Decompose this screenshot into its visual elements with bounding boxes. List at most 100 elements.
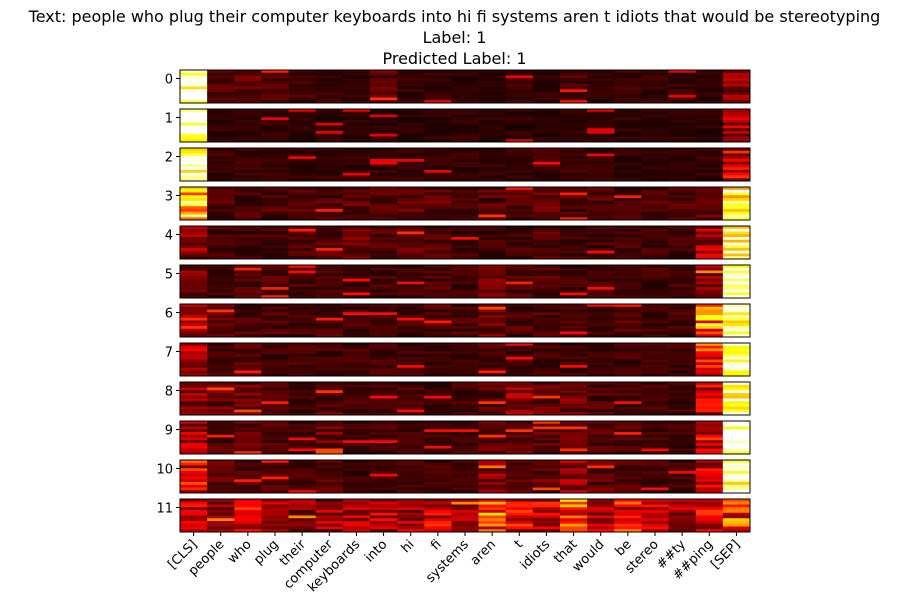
cell-3-##ping-10 [695, 214, 724, 218]
cell-1-their-11 [288, 139, 317, 143]
cell-9-fi-2 [424, 426, 452, 430]
cell-7-keyboards-9 [342, 367, 371, 371]
cell-10-aren-11 [478, 490, 507, 494]
cell-6-plug-2 [261, 309, 289, 313]
cell-10-plug-3 [261, 468, 289, 472]
cell-0-people-7 [207, 89, 235, 93]
cell-6-into-4 [370, 315, 398, 319]
cell-6-[SEP]-6 [722, 320, 751, 324]
cell-9-keyboards-0 [342, 421, 371, 425]
cell-5-[CLS]-7 [180, 284, 208, 288]
cell-9-[CLS]-10 [180, 448, 208, 452]
cell-9-plug-11 [261, 451, 289, 455]
cell-7-keyboards-0 [342, 343, 371, 347]
cell-2-who-10 [234, 175, 262, 179]
cell-10-systems-6 [451, 476, 479, 480]
cell-6-##ty-3 [668, 312, 697, 316]
cell-6-[SEP]-8 [722, 326, 751, 330]
cell-3-hi-9 [397, 211, 425, 215]
cell-10-their-2 [288, 465, 317, 469]
cell-2-computer-1 [315, 150, 344, 154]
cell-1-fi-11 [424, 139, 452, 143]
cell-6-stereo-2 [641, 309, 669, 313]
cell-9-computer-1 [315, 423, 344, 427]
cell-0-t-10 [505, 97, 534, 101]
cell-5-people-2 [207, 270, 235, 274]
cell-4-stereo-2 [641, 231, 669, 235]
cell-11-stereo-1 [641, 501, 669, 505]
cell-7-computer-6 [315, 359, 344, 363]
cell-0-computer-4 [315, 81, 344, 85]
cell-9-systems-3 [451, 429, 479, 433]
cell-0-their-3 [288, 78, 317, 82]
cell-2-stereo-5 [641, 161, 669, 165]
cell-1-stereo-4 [641, 120, 669, 124]
cell-0-##ty-3 [668, 78, 697, 82]
cell-8-[SEP]-10 [722, 409, 751, 413]
cell-3-t-11 [505, 217, 534, 221]
cell-6-be-7 [614, 323, 642, 327]
cell-4-aren-4 [478, 237, 507, 241]
cell-8-would-8 [587, 404, 615, 408]
cell-6-systems-4 [451, 315, 479, 319]
cell-8-computer-6 [315, 398, 344, 402]
cell-7-that-3 [560, 351, 588, 355]
cell-7-who-9 [234, 367, 262, 371]
cell-0-keyboards-10 [342, 97, 371, 101]
cell-9-[SEP]-2 [722, 426, 751, 430]
cell-11-hi-11 [397, 529, 425, 533]
cell-11-be-7 [614, 518, 642, 522]
cell-2-##ping-8 [695, 170, 724, 174]
cell-4-that-9 [560, 250, 588, 254]
cell-4-stereo-4 [641, 237, 669, 241]
cell-4-their-7 [288, 245, 317, 249]
cell-2-would-9 [587, 172, 615, 176]
cell-5-keyboards-7 [342, 284, 371, 288]
cell-8-plug-7 [261, 401, 289, 405]
cell-10-stereo-3 [641, 468, 669, 472]
cell-3-computer-1 [315, 189, 344, 193]
cell-1-hi-5 [397, 122, 425, 126]
cell-1-be-10 [614, 136, 642, 140]
cell-1-##ping-5 [695, 122, 724, 126]
cell-9-aren-10 [478, 448, 507, 452]
cell-6-would-8 [587, 326, 615, 330]
cell-9-stereo-0 [641, 421, 669, 425]
cell-1-fi-8 [424, 131, 452, 135]
cell-5-that-3 [560, 273, 588, 277]
cell-1-their-0 [288, 109, 317, 113]
cell-11-that-10 [560, 526, 588, 530]
cell-2-into-11 [370, 178, 398, 182]
cell-3-##ping-6 [695, 203, 724, 207]
cell-8-their-1 [288, 384, 317, 388]
cell-10-##ty-5 [668, 473, 697, 477]
cell-1-plug-2 [261, 114, 289, 118]
x-tick-label-12: t [512, 537, 526, 551]
cell-7-##ping-4 [695, 354, 724, 358]
cell-10-t-1 [505, 462, 534, 466]
cell-4-who-6 [234, 242, 262, 246]
cell-4-##ping-5 [695, 239, 724, 243]
cell-2-plug-0 [261, 148, 289, 152]
cell-7-fi-5 [424, 356, 452, 360]
cell-3-##ping-9 [695, 211, 724, 215]
cell-0-be-11 [614, 100, 642, 104]
cell-10-their-11 [288, 490, 317, 494]
cell-6-who-2 [234, 309, 262, 313]
cell-10-[CLS]-7 [180, 479, 208, 483]
cell-0-into-2 [370, 75, 398, 79]
cell-0-would-10 [587, 97, 615, 101]
cell-10-into-7 [370, 479, 398, 483]
cell-10-would-9 [587, 484, 615, 488]
cell-3-##ping-7 [695, 206, 724, 210]
cell-4-fi-10 [424, 253, 452, 257]
cell-6-who-7 [234, 323, 262, 327]
cell-2-##ty-10 [668, 175, 697, 179]
cell-10-##ping-1 [695, 462, 724, 466]
cell-4-[SEP]-8 [722, 248, 751, 252]
cell-8-hi-5 [397, 395, 425, 399]
cell-8-their-5 [288, 395, 317, 399]
cell-4-people-0 [207, 226, 235, 230]
cell-2-their-10 [288, 175, 317, 179]
cell-0-##ping-1 [695, 72, 724, 76]
